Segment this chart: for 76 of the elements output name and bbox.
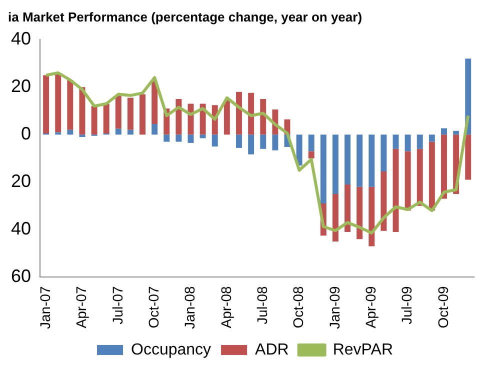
x-tick-label: Apr-07 [73,286,90,328]
bar [127,130,134,135]
bar [308,134,314,152]
bar [260,134,266,149]
bar [79,87,86,135]
bar [176,99,182,135]
x-tick-label: Jan-09 [326,286,342,330]
bar [416,148,423,206]
bar [368,134,375,187]
x-tick-label: Apr-08 [218,286,234,328]
bar [320,134,326,204]
bar [248,92,254,135]
bar [428,134,435,142]
bar [212,134,218,147]
y-tick-label: 20 [10,171,32,192]
x-tick-label: Oct-08 [290,286,306,328]
bar [344,184,351,232]
bar [91,106,98,135]
bar [115,95,122,129]
bar [308,151,314,158]
x-tick-label: Jul-07 [109,286,126,324]
bar [260,99,266,135]
bar [127,98,134,130]
x-tick-label: Oct-07 [145,286,162,328]
legend-label: RevPAR [332,341,393,358]
legend-label: Occupancy [131,341,212,358]
bar [344,134,351,185]
bar [140,94,146,135]
x-tick-label: Oct-09 [434,286,451,328]
bar [67,130,74,135]
bar [428,142,435,211]
chart-title: ia Market Performance (percentage change, year on year) [8,9,362,24]
bar [368,186,375,246]
x-tick-label: Jan-08 [182,286,198,330]
x-tick-label: Jul-08 [254,286,270,324]
bar [404,151,411,211]
bar [380,171,387,231]
bar [416,134,423,149]
bar [248,134,254,154]
bar [152,81,158,124]
bar [356,186,363,240]
x-tick-label: Apr-09 [362,286,379,328]
bar [67,80,74,130]
bar [392,134,399,149]
y-tick-label: 0 [21,124,32,144]
y-tick-label: 40 [10,28,32,49]
bar [272,134,278,150]
x-tick-label: Jul-09 [398,286,415,324]
bar [200,134,206,138]
bar [441,128,447,135]
bar [236,92,242,135]
bar [152,124,158,135]
bar [441,134,447,199]
bar [224,100,230,135]
y-tick-label: 60 [10,266,32,286]
legend-label: ADR [255,341,289,358]
bar [164,134,170,142]
bar [465,134,472,180]
bar [43,75,50,134]
bar [380,134,387,172]
y-tick-label: 40 [10,218,32,239]
bar [332,194,338,242]
bar [296,134,302,166]
bar [453,130,460,135]
y-tick-label: 20 [10,76,32,96]
bar [79,134,86,138]
bar [236,134,242,148]
bar [115,128,122,135]
bar [356,134,363,187]
x-tick-label: Jan-07 [36,286,53,330]
bar [103,104,110,134]
bar [404,134,411,152]
bar [332,134,338,194]
bar [188,134,194,143]
bar [176,134,182,142]
bar [55,74,62,132]
